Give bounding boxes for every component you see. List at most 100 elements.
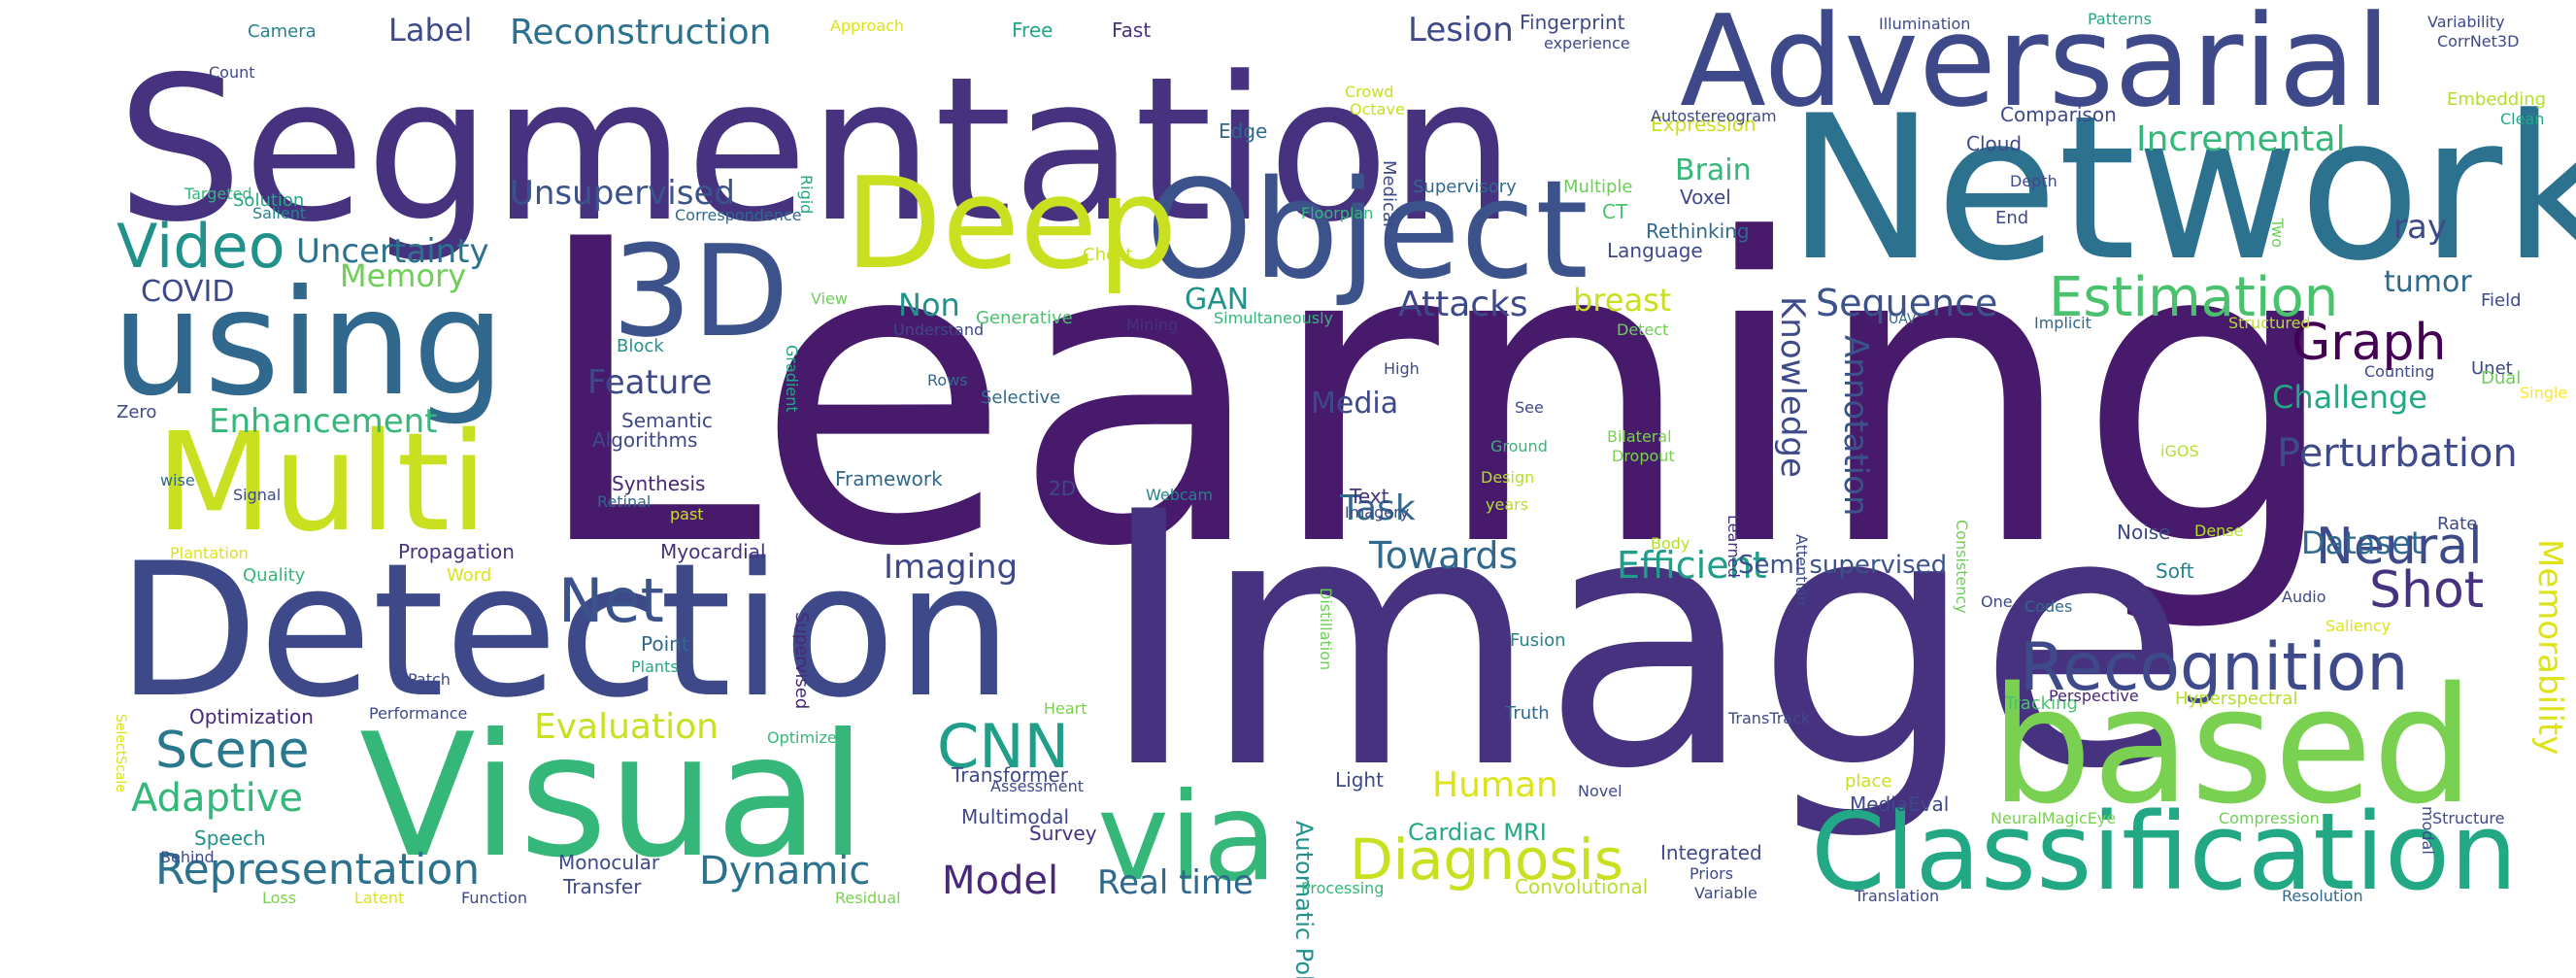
- word-towards: Towards: [1368, 534, 1518, 577]
- word-convolutional: Convolutional: [1515, 875, 1648, 898]
- word-diagnosis: Diagnosis: [1350, 826, 1623, 893]
- word-dual: Dual: [2481, 368, 2521, 388]
- word-classification: Classification: [1811, 790, 2518, 914]
- word-media: Media: [1311, 387, 1398, 421]
- word-body: Body: [1651, 534, 1689, 553]
- word-perspective: Perspective: [2049, 687, 2139, 705]
- word-cloud: Cloud: [1966, 132, 2022, 155]
- word-simultaneously: Simultaneously: [1214, 309, 1333, 327]
- word-task: Task: [1339, 489, 1416, 528]
- word-edge: Edge: [1219, 119, 1267, 143]
- word-octave: Octave: [1350, 100, 1405, 118]
- word-supervised: Supervised: [791, 612, 812, 709]
- word-correspondence: Correspondence: [675, 206, 802, 224]
- word-language: Language: [1607, 239, 1703, 262]
- word-experience: experience: [1544, 34, 1630, 52]
- word-modal: modal: [2419, 806, 2437, 855]
- word-saliency: Saliency: [2325, 617, 2391, 635]
- word-processing: Processing: [1301, 879, 1384, 897]
- word-fingerprint: Fingerprint: [1520, 11, 1625, 34]
- word-adversarial: Adversarial: [1680, 0, 2391, 135]
- word-transformer: Transformer: [951, 763, 1069, 787]
- word-efficient: Efficient: [1617, 544, 1767, 587]
- word-covid: COVID: [141, 275, 235, 309]
- word-autostereogram: Autostereogram: [1651, 107, 1777, 125]
- word-patch: Patch: [408, 670, 451, 689]
- word-fast: Fast: [1112, 18, 1151, 42]
- word-approach: Approach: [830, 17, 904, 35]
- word-scene: Scene: [155, 722, 310, 780]
- word-rigid: Rigid: [797, 175, 816, 214]
- word-feature: Feature: [587, 363, 712, 402]
- word-heart: Heart: [1044, 699, 1087, 718]
- word-loss: Loss: [262, 889, 296, 907]
- word-dataset: Dataset: [2301, 524, 2423, 561]
- word-multimodal: Multimodal: [961, 805, 1069, 828]
- word-synthesis: Synthesis: [612, 472, 705, 495]
- word-mediaeval: MediaEval: [1850, 793, 1949, 816]
- word-behind: Behind: [160, 848, 215, 866]
- word-latent: Latent: [354, 889, 404, 907]
- word-adaptive: Adaptive: [131, 776, 303, 821]
- word-camera: Camera: [248, 21, 317, 42]
- word-variability: Variability: [2427, 13, 2505, 31]
- word-graph: Graph: [2292, 314, 2447, 372]
- word-assessment: Assessment: [990, 777, 1084, 795]
- word-count: Count: [209, 63, 255, 82]
- word-clean: Clean: [2500, 110, 2544, 128]
- word-counting: Counting: [2364, 362, 2434, 381]
- word-sequence: Sequence: [1816, 282, 1997, 324]
- word-bilateral: Bilateral: [1607, 427, 1672, 446]
- word-reconstruction: Reconstruction: [510, 13, 771, 52]
- word-single: Single: [2520, 384, 2567, 402]
- word-non: Non: [898, 287, 960, 323]
- word-shot: Shot: [2369, 561, 2484, 620]
- word-ground: Ground: [1490, 437, 1548, 455]
- word-video: Video: [117, 211, 285, 282]
- word-salient: Salient: [252, 204, 306, 222]
- word-imaging: Imaging: [884, 548, 1018, 587]
- word-label: Label: [388, 12, 472, 49]
- word-corrnet3d: CorrNet3D: [2437, 32, 2519, 51]
- word-cardiac-mri: Cardiac MRI: [1408, 819, 1547, 846]
- word-object: Object: [1146, 152, 1589, 310]
- word-field: Field: [2481, 290, 2522, 311]
- word-word: Word: [447, 565, 491, 586]
- word-medical: Medical: [1379, 160, 1399, 227]
- word-speech: Speech: [194, 826, 266, 850]
- word-memorability: Memorability: [2530, 539, 2569, 755]
- word-two: Two: [2268, 218, 2287, 248]
- word-one: One: [1981, 592, 2013, 611]
- word-compression: Compression: [2219, 809, 2320, 827]
- word-multiple: Multiple: [1563, 177, 1633, 197]
- word-learning: Learning: [529, 152, 2342, 638]
- word-wise: wise: [160, 471, 195, 489]
- word-quality: Quality: [243, 565, 306, 586]
- word-patterns: Patterns: [2088, 10, 2152, 28]
- word-hyperspectral: Hyperspectral: [2175, 689, 2297, 709]
- word-cnn: CNN: [937, 711, 1069, 782]
- word-monocular: Monocular: [558, 851, 660, 874]
- word-uncertainty: Uncertainty: [296, 232, 489, 271]
- word-text: Text: [1349, 485, 1389, 508]
- word-semantic: Semantic: [621, 409, 713, 432]
- word-semi-supervised: Semi supervised: [1738, 551, 1947, 580]
- word-unet: Unet: [2471, 358, 2513, 379]
- word-challenge: Challenge: [2272, 379, 2427, 416]
- word-targeted: Targeted: [184, 185, 252, 203]
- word-deep: Deep: [845, 150, 1178, 297]
- word-retinal: Retinal: [597, 492, 651, 511]
- word-mining: Mining: [1126, 316, 1178, 334]
- word-point: Point: [641, 632, 689, 656]
- word-end: End: [1995, 208, 2028, 228]
- word-enhancement: Enhancement: [209, 402, 438, 441]
- word-attention: Attention: [1792, 534, 1811, 606]
- word-function: Function: [461, 889, 527, 907]
- word-free: Free: [1012, 18, 1053, 42]
- word-structured: Structured: [2228, 314, 2311, 332]
- word-voxel: Voxel: [1680, 185, 1731, 209]
- word-zero: Zero: [117, 402, 156, 422]
- word-image: Image: [1097, 438, 2191, 845]
- word-webcam: Webcam: [1146, 486, 1213, 504]
